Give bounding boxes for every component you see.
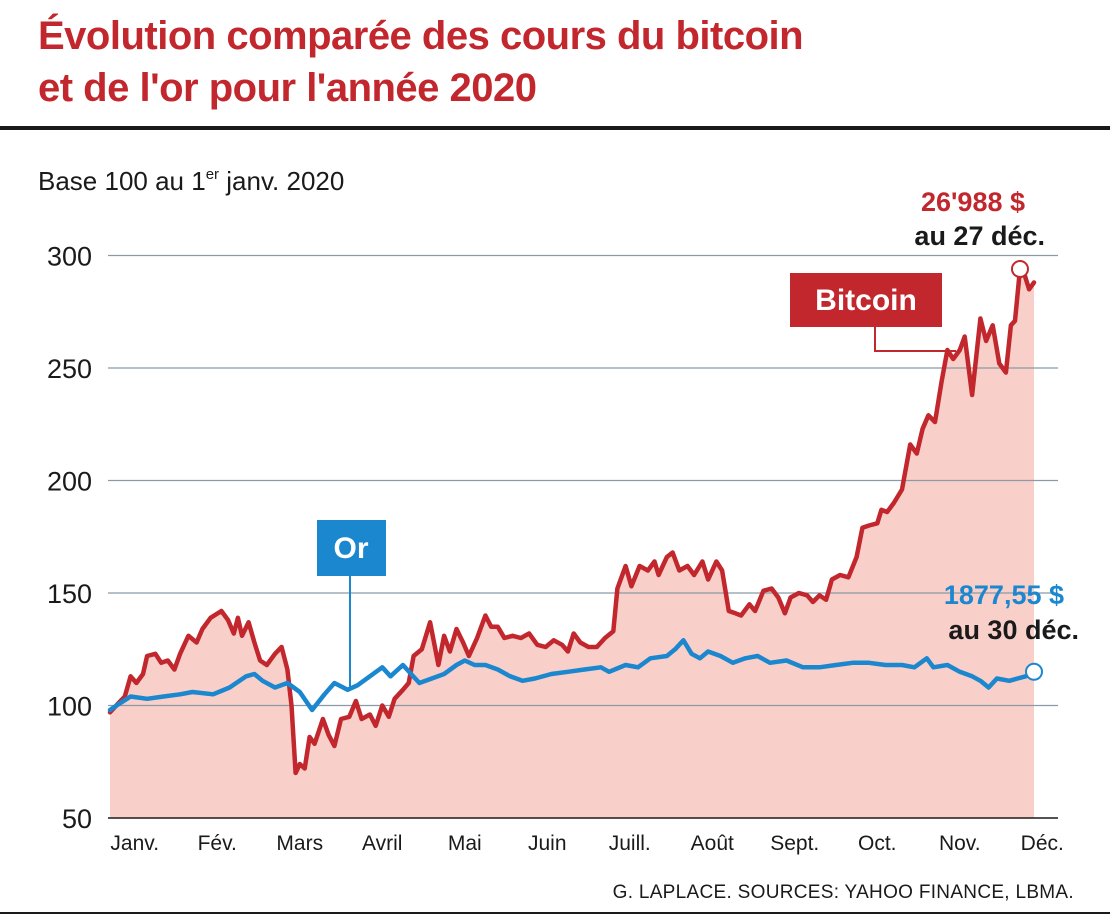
y-tick-label-200: 200: [47, 467, 92, 497]
title-divider: [0, 126, 1110, 130]
bitcoin-label: Bitcoin: [815, 284, 917, 317]
bitcoin-annotation-value: 26'988 $: [921, 187, 1025, 217]
chart-subtitle: Base 100 au 1er janv. 2020: [38, 166, 344, 197]
bitcoin-leader-line: [874, 327, 956, 352]
subtitle-text: Base 100 au 1: [38, 166, 206, 196]
x-tick-label: Nov.: [939, 832, 981, 855]
gold-annotation-value: 1877,55 $: [944, 580, 1064, 610]
gold-label-box: [317, 520, 386, 576]
y-tick-label-250: 250: [47, 354, 92, 384]
bitcoin-label-box: [790, 273, 942, 327]
x-tick-label: Août: [691, 832, 734, 855]
y-tick-label-100: 100: [47, 692, 92, 722]
y-tick-label-150: 150: [47, 579, 92, 609]
y-tick-label-300: 300: [47, 242, 92, 272]
gold-end-marker: [1025, 662, 1043, 681]
x-tick-label: Oct.: [858, 832, 897, 855]
x-tick-label: Juill.: [609, 832, 651, 855]
chart-title: Évolution comparée des cours du bitcoin …: [38, 10, 1088, 114]
x-tick-label: Mai: [448, 832, 482, 855]
x-tick-label: Sept.: [770, 832, 819, 855]
x-tick-label: Fév.: [198, 832, 237, 855]
bitcoin-line: [107, 266, 1037, 776]
subtitle-text-end: janv. 2020: [219, 166, 345, 196]
x-tick-label: Juin: [528, 832, 567, 855]
x-tick-label: Avril: [362, 832, 402, 855]
bitcoin-annotation-date: au 27 déc.: [914, 221, 1045, 251]
chart-title-line-1: Évolution comparée des cours du bitcoin: [38, 14, 804, 58]
x-tick-label: Janv.: [110, 832, 159, 855]
subtitle-superscript: er: [205, 166, 220, 183]
bottom-divider: [0, 912, 1110, 914]
gold-label: Or: [333, 532, 368, 565]
chart-title-line-2: et de l'or pour l'année 2020: [38, 66, 537, 110]
y-tick-label-50: 50: [62, 804, 92, 834]
source-credit: G. LAPLACE. SOURCES: YAHOO FINANCE, LBMA…: [612, 882, 1074, 903]
x-tick-label: Déc.: [1021, 832, 1064, 855]
x-tick-label: Mars: [276, 832, 323, 855]
bitcoin-area: [110, 269, 1034, 818]
gold-line: [107, 638, 1037, 713]
gold-annotation-date: au 30 déc.: [948, 615, 1079, 645]
bitcoin-end-marker: [1010, 260, 1029, 278]
